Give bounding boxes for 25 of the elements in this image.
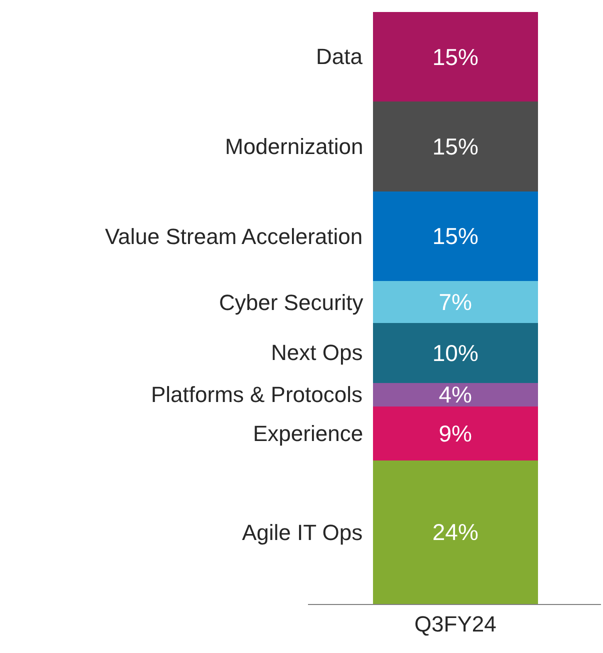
series-label: Data <box>316 44 364 69</box>
data-label: 7% <box>438 289 472 316</box>
bar <box>372 406 538 460</box>
bar <box>372 281 538 323</box>
x-tick-label: Q3FY24 <box>414 611 496 636</box>
data-label: 24% <box>432 519 478 546</box>
bar <box>372 322 538 383</box>
series-label: Modernization <box>225 134 364 159</box>
bar <box>372 12 538 102</box>
data-label: 9% <box>438 420 472 447</box>
series-label: Agile IT Ops <box>242 520 363 545</box>
bar <box>372 102 538 192</box>
data-label: 4% <box>438 382 472 408</box>
data-label: 10% <box>432 340 478 366</box>
series-label: Platforms & Protocols <box>151 382 363 407</box>
data-label: 15% <box>432 223 478 250</box>
bar <box>372 382 538 407</box>
bar <box>372 191 538 282</box>
bar <box>372 460 538 604</box>
data-label: 15% <box>432 134 478 160</box>
series-label: Next Ops <box>271 340 363 365</box>
series-label: Value Stream Acceleration <box>105 224 363 249</box>
series-label: Cyber Security <box>219 290 364 315</box>
series-label: Experience <box>253 421 364 446</box>
data-label: 15% <box>432 44 478 70</box>
